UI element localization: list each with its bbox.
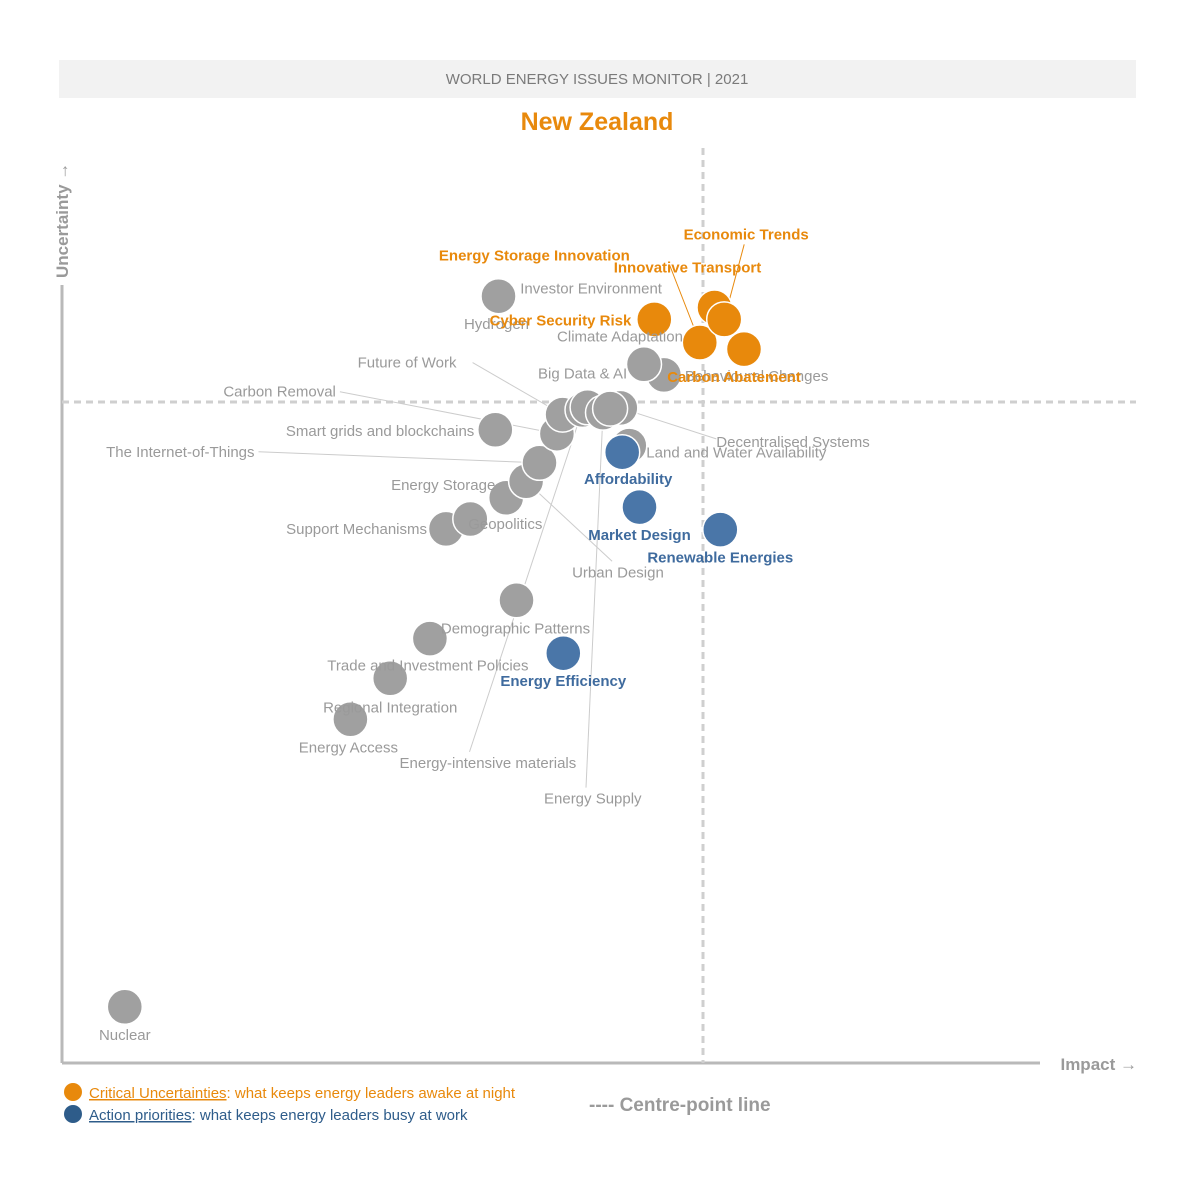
- data-points: [106, 277, 763, 1026]
- label-the-internet-of-things: The Internet-of-Things: [106, 444, 254, 461]
- legend-action-marker: [64, 1105, 82, 1123]
- point-investor-environment: [591, 390, 629, 427]
- label-innovative-transport: Innovative Transport: [614, 260, 762, 277]
- point-cyber-security-risk: [636, 301, 673, 338]
- point-the-internet-of-things: [521, 444, 558, 482]
- label-regional-integration: Regional Integration: [323, 699, 457, 716]
- leader-carbon-removal: [339, 391, 557, 435]
- point-market-design: [621, 488, 658, 526]
- point-climate-adaptation: [625, 346, 663, 383]
- point-hydrogen: [480, 277, 517, 315]
- label-decentralised-systems: Decentralised Systems: [716, 434, 869, 451]
- x-axis-label: Impact →: [1060, 1055, 1137, 1074]
- point-renewable-energies: [702, 511, 739, 548]
- legend-critical-marker: [64, 1083, 82, 1101]
- point-regional-integration: [371, 660, 409, 697]
- label-smart-grids-and-blockchains: Smart grids and blockchains: [286, 423, 474, 440]
- chart-title: New Zealand: [521, 108, 674, 136]
- label-energy-intensive-materials: Energy-intensive materials: [400, 755, 577, 772]
- label-demographic-patterns: Demographic Patterns: [441, 620, 590, 637]
- chart-header: WORLD ENERGY ISSUES MONITOR | 2021: [446, 71, 749, 88]
- leader-lines: [258, 244, 745, 788]
- point-smart-grids-and-blockchains: [477, 411, 514, 449]
- label-trade-and-investment-policies: Trade and Investment Policies: [327, 658, 528, 675]
- label-energy-efficiency: Energy Efficiency: [500, 673, 627, 690]
- point-energy-access: [332, 701, 369, 738]
- legend-action-desc: : what keeps energy leaders busy at work: [192, 1107, 468, 1124]
- label-support-mechanisms: Support Mechanisms: [286, 521, 427, 538]
- label-behavioural-changes: Behavioural Changes: [685, 368, 828, 385]
- leader-urban-design: [525, 480, 613, 562]
- label-energy-storage: Energy Storage: [391, 477, 495, 494]
- label-carbon-abatement: Carbon Abatement: [667, 369, 801, 386]
- legend-centre-line: ---- Centre-point line: [589, 1095, 771, 1116]
- label-renewable-energies: Renewable Energies: [647, 550, 793, 567]
- label-nuclear: Nuclear: [99, 1027, 151, 1044]
- point-energy-storage-innovation: [681, 324, 719, 361]
- point-demographic-patterns: [498, 582, 535, 619]
- point-economic-trends: [705, 301, 743, 338]
- leader-energy-intensive-materials: [469, 409, 583, 753]
- header-band: [59, 60, 1136, 98]
- label-urban-design: Urban Design: [572, 564, 664, 581]
- legend-critical: Critical Uncertainties: what keeps energ…: [89, 1085, 516, 1102]
- y-axis-label: Uncertainty →: [53, 163, 72, 278]
- label-future-of-work: Future of Work: [358, 355, 457, 372]
- label-energy-supply: Energy Supply: [544, 791, 642, 808]
- label-energy-storage-innovation: Energy Storage Innovation: [439, 248, 630, 265]
- point-affordability: [603, 433, 641, 471]
- point-energy-storage: [452, 500, 489, 538]
- label-cyber-security-risk: Cyber Security Risk: [490, 312, 632, 329]
- label-geopolitics: Geopolitics: [468, 516, 542, 533]
- label-economic-trends: Economic Trends: [684, 226, 809, 243]
- label-climate-adaptation: Climate Adaptation: [557, 328, 683, 345]
- label-market-design: Market Design: [588, 527, 691, 544]
- label-energy-access: Energy Access: [299, 739, 398, 756]
- legend-action: Action priorities: what keeps energy lea…: [89, 1107, 468, 1124]
- label-carbon-removal: Carbon Removal: [223, 384, 336, 401]
- label-big-data-and-ai: Big Data & AI: [538, 365, 627, 382]
- legend-critical-name: Critical Uncertainties: [89, 1085, 227, 1102]
- point-carbon-abatement: [725, 330, 763, 368]
- label-land-and-water-availability: Land and Water Availability: [646, 445, 827, 462]
- label-investor-environment: Investor Environment: [520, 281, 663, 298]
- point-nuclear: [106, 988, 144, 1026]
- label-affordability: Affordability: [584, 471, 673, 488]
- legend-action-name: Action priorities: [89, 1107, 192, 1124]
- label-hydrogen: Hydrogen: [464, 316, 529, 333]
- legend-critical-desc: : what keeps energy leaders awake at nig…: [227, 1085, 516, 1102]
- point-labels: Nuclear Energy Access Regional Integration…: [99, 226, 870, 1043]
- leader-energy-supply: [585, 412, 604, 788]
- leader-the-internet-of-things: [258, 451, 540, 464]
- point-trade-and-investment-policies: [411, 620, 449, 657]
- point-energy-efficiency: [545, 634, 582, 672]
